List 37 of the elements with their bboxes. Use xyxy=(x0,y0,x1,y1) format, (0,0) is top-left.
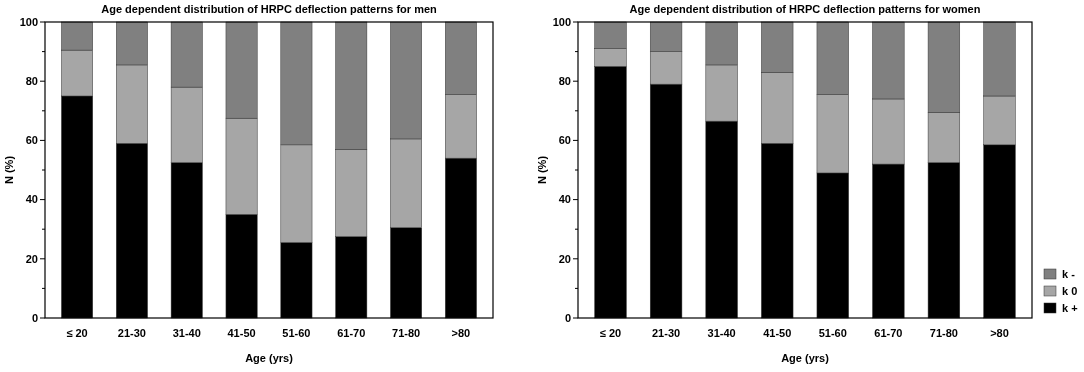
y-tick-label: 80 xyxy=(25,75,38,88)
y-axis-title: N (%) xyxy=(536,155,548,185)
x-tick-label: 71-80 xyxy=(392,327,421,339)
y-tick-label: 0 xyxy=(564,311,571,324)
y-axis-title: N (%) xyxy=(3,155,15,185)
x-tick-label: 71-80 xyxy=(929,327,958,339)
legend-label: k 0 xyxy=(1062,285,1078,297)
chart-title: Age dependent distribution of HRPC deflection patterns for women xyxy=(629,3,981,15)
y-tick-label: 60 xyxy=(25,134,38,147)
legend-label: k - xyxy=(1062,268,1076,280)
x-tick-label: 21-30 xyxy=(652,327,681,339)
y-tick-label: 40 xyxy=(25,193,38,206)
x-axis-title: Age (yrs) xyxy=(781,352,830,364)
y-tick-label: 80 xyxy=(558,75,571,88)
y-tick-label: 100 xyxy=(552,15,571,28)
x-tick-label: 21-30 xyxy=(117,327,146,339)
y-tick-label: 100 xyxy=(19,15,38,28)
x-tick-label: 51-60 xyxy=(818,327,847,339)
y-tick-label: 60 xyxy=(558,134,571,147)
y-tick-label: 20 xyxy=(25,252,38,265)
x-tick-label: 41-50 xyxy=(763,327,792,339)
y-tick-label: 40 xyxy=(558,193,571,206)
x-tick-label: 31-40 xyxy=(707,327,736,339)
x-tick-label: ≤ 20 xyxy=(66,327,88,339)
x-tick-label: >80 xyxy=(990,327,1009,339)
chart-title: Age dependent distribution of HRPC deflection patterns for men xyxy=(101,3,438,15)
x-tick-label: 31-40 xyxy=(172,327,201,339)
x-tick-label: 61-70 xyxy=(337,327,366,339)
x-tick-label: >80 xyxy=(451,327,471,339)
x-tick-label: 41-50 xyxy=(227,327,256,339)
x-tick-label: 61-70 xyxy=(874,327,903,339)
x-tick-label: 51-60 xyxy=(282,327,311,339)
legend-label: k + xyxy=(1062,302,1078,314)
y-tick-label: 20 xyxy=(558,252,571,265)
x-tick-label: ≤ 20 xyxy=(599,327,622,339)
y-tick-label: 0 xyxy=(31,311,38,324)
x-axis-title: Age (yrs) xyxy=(245,352,294,364)
